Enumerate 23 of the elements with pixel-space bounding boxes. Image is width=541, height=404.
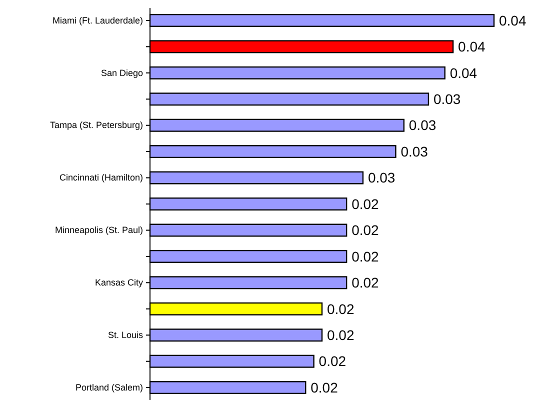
y-tick-label: Tampa (St. Petersburg)	[50, 120, 143, 130]
data-label: 0.03	[400, 143, 428, 160]
data-label: 0.03	[408, 117, 436, 134]
y-tick-label: St. Louis	[108, 330, 144, 340]
y-tick-label: Cincinnati (Hamilton)	[59, 172, 143, 183]
data-label: 0.02	[318, 353, 346, 370]
y-tick-label: San Diego	[100, 68, 143, 78]
y-tick-label: Kansas City	[94, 278, 144, 288]
data-label: 0.04	[450, 64, 478, 81]
data-label: 0.02	[327, 300, 354, 317]
data-label: 0.02	[352, 196, 380, 212]
data-label: 0.02	[352, 222, 380, 238]
data-label: 0.03	[433, 91, 461, 108]
data-label: 0.02	[310, 379, 338, 396]
data-label: 0.02	[352, 248, 380, 264]
data-label: 0.02	[327, 327, 354, 344]
data-label: 0.02	[352, 274, 380, 291]
y-tick-label: Portland (Salem)	[75, 382, 143, 392]
data-label: 0.03	[368, 170, 396, 186]
y-tick-label: Miami (Ft. Lauderdale)	[52, 15, 143, 26]
data-label: 0.04	[458, 38, 486, 55]
y-tick-label: Minneapolis (St. Paul)	[54, 225, 143, 236]
data-label: 0.04	[499, 12, 526, 28]
